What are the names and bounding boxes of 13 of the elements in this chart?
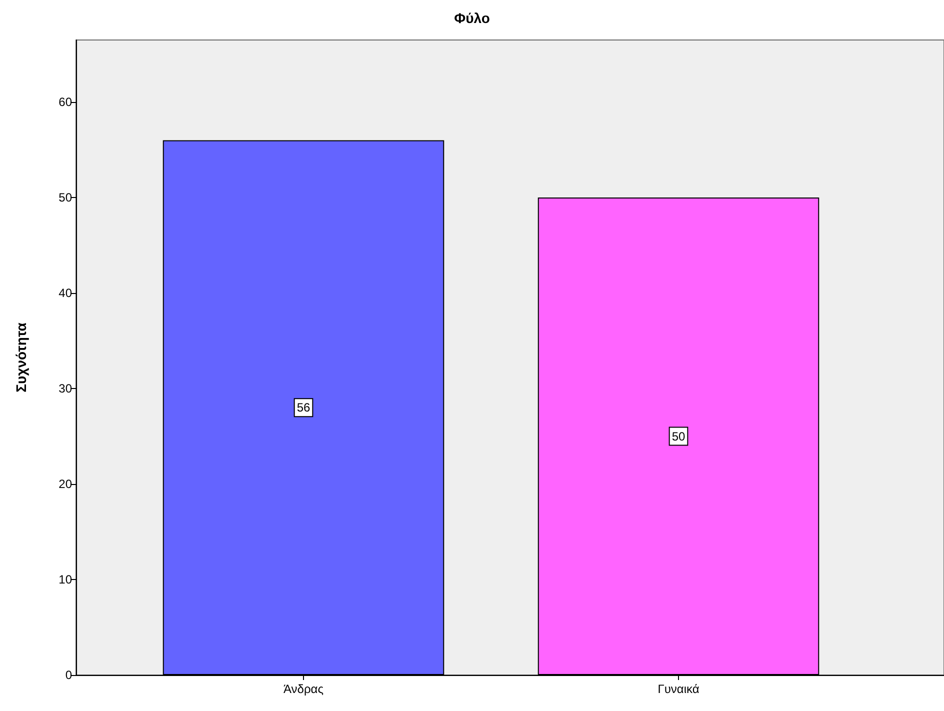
y-tick-label: 10 bbox=[58, 572, 72, 587]
y-tick-label: 20 bbox=[58, 477, 72, 492]
data-label: 50 bbox=[672, 429, 686, 444]
chart-title: Φύλο bbox=[454, 10, 490, 26]
y-tick-label: 60 bbox=[58, 95, 72, 110]
y-tick-label: 0 bbox=[65, 668, 72, 682]
x-tick-label: Άνδρας bbox=[283, 682, 324, 696]
y-tick-label: 30 bbox=[58, 382, 72, 396]
x-tick-label: Γυναικά bbox=[658, 682, 700, 696]
y-tick-label: 40 bbox=[58, 286, 72, 300]
y-axis-title: Συχνότητα bbox=[13, 322, 29, 392]
data-label: 56 bbox=[296, 400, 310, 415]
y-tick-label: 50 bbox=[58, 190, 72, 205]
